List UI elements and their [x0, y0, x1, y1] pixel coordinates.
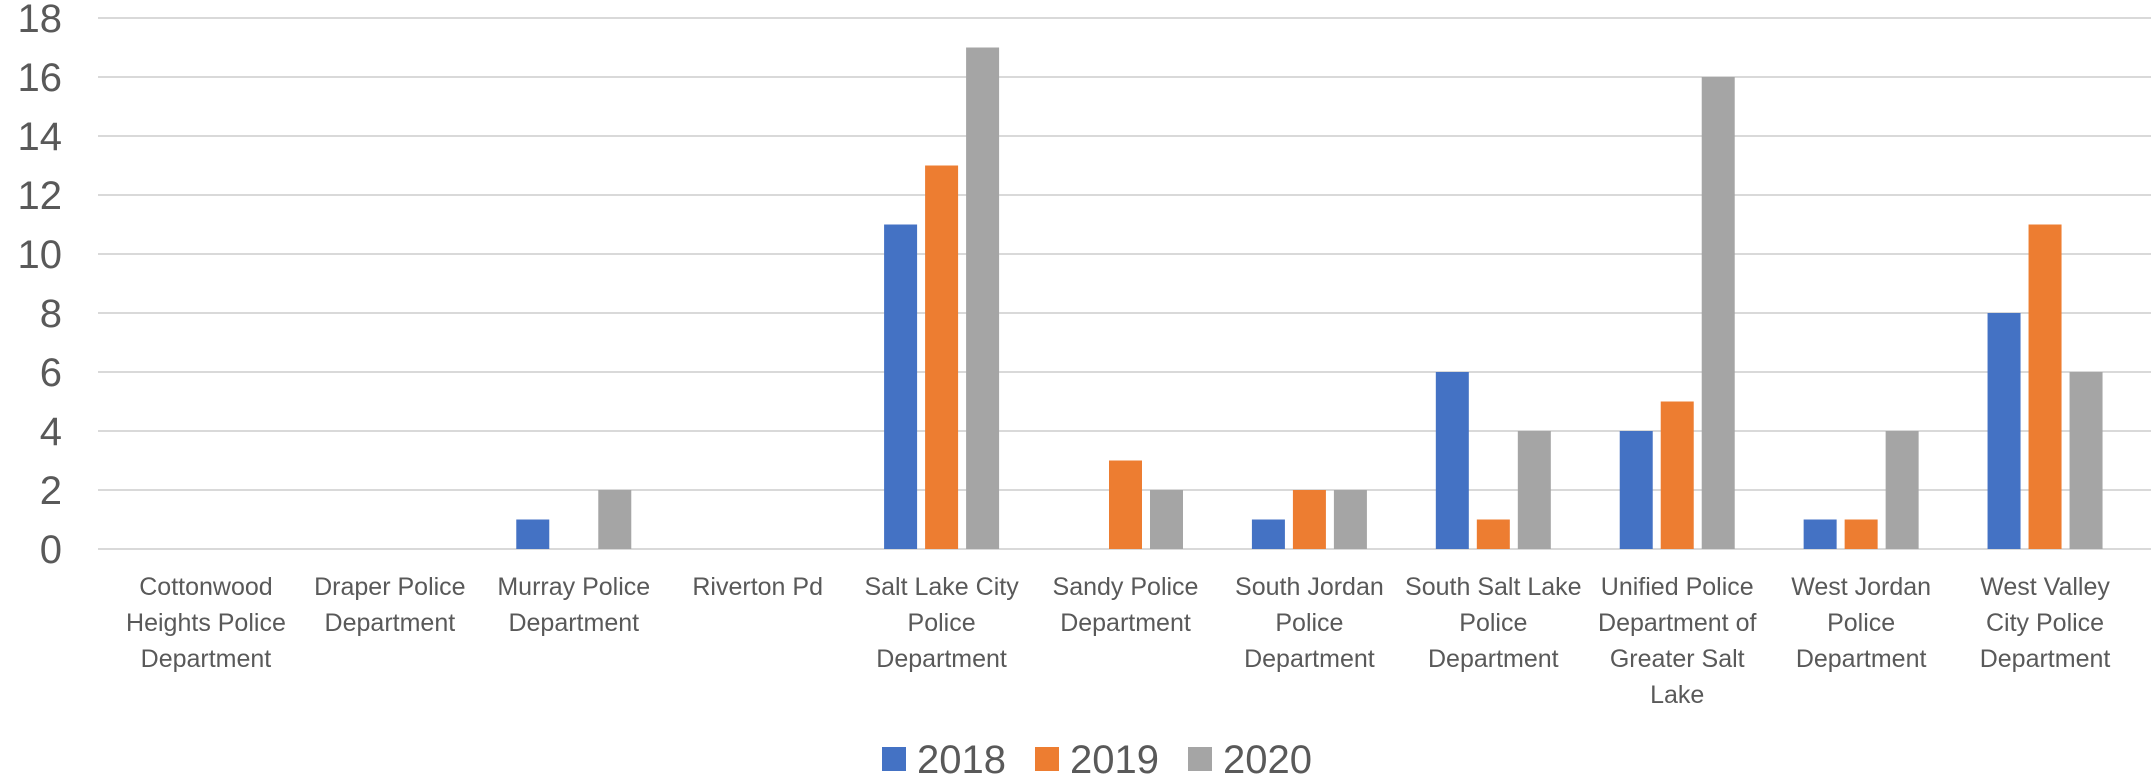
x-tick-label: South Salt Lake Police Department	[1405, 573, 1582, 673]
x-tick-label-line: City Police	[1986, 609, 2104, 637]
x-tick-label-line: Department	[876, 645, 1007, 673]
x-tick-label-line: South Jordan	[1235, 573, 1384, 601]
bar-2019	[2028, 224, 2062, 549]
legend: 2018 2019 2020	[882, 738, 1312, 782]
x-tick-label-line: Police	[1275, 609, 1343, 637]
x-tick-label-line: Department	[1244, 645, 1375, 673]
x-tick-label-line: Murray Police	[497, 573, 650, 601]
bar-2020	[2069, 372, 2103, 549]
x-tick-label-line: Sandy Police	[1053, 573, 1199, 601]
x-tick-label-line: Police	[908, 609, 976, 637]
legend-label: 2019	[1070, 738, 1159, 778]
y-tick-label: 14	[18, 115, 63, 159]
legend-swatch	[1188, 747, 1212, 771]
legend-label: 2020	[1223, 738, 1312, 778]
x-tick-label-line: Department	[1060, 609, 1191, 637]
bars	[516, 47, 2103, 549]
bar-2019	[1660, 401, 1694, 549]
x-tick-label-line: Department	[1796, 645, 1927, 673]
bar-2020	[1150, 490, 1183, 549]
legend-label: 2018	[917, 738, 1006, 778]
x-tick-label: Draper Police Department	[314, 573, 465, 637]
x-axis-ticks: Cottonwood Heights Police DepartmentDraper…	[126, 573, 2110, 709]
x-tick-label-line: Police	[1827, 609, 1895, 637]
x-tick-label-line: West Jordan	[1791, 573, 1931, 601]
x-tick-label-line: Cottonwood	[139, 573, 272, 601]
y-axis-ticks: 0 2 4 6 8 10 12 14 16 18	[18, 0, 63, 572]
bar-2020	[966, 47, 1000, 549]
bar-2018	[1619, 431, 1653, 549]
bar-2019	[1844, 519, 1878, 549]
bar-2020	[1701, 77, 1735, 549]
x-tick-label: Sandy Police Department	[1053, 573, 1199, 637]
y-tick-label: 0	[40, 528, 62, 572]
bar-2018	[1435, 372, 1469, 549]
x-tick-label-line: South Salt Lake	[1405, 573, 1582, 601]
x-tick-label: South Jordan Police Department	[1235, 573, 1384, 673]
x-tick-label-line: Department	[325, 609, 456, 637]
bar-2018	[1987, 313, 2021, 549]
x-tick-label: West Jordan Police Department	[1791, 573, 1931, 673]
x-tick-label-line: Greater Salt	[1610, 645, 1745, 673]
y-tick-label: 10	[18, 233, 63, 277]
bar-2020	[1885, 431, 1919, 549]
y-tick-label: 8	[40, 292, 62, 336]
x-tick-label-line: Department	[508, 609, 639, 637]
bar-2019	[925, 165, 959, 549]
legend-swatch	[1035, 747, 1059, 771]
x-tick-label: Salt Lake City Police Department	[864, 573, 1019, 673]
x-tick-label-line: Department of	[1598, 609, 1756, 637]
legend-item-2018: 2018	[882, 738, 1006, 782]
bar-2018	[1251, 519, 1285, 549]
x-tick-label-line: Lake	[1650, 681, 1704, 709]
bar-2020	[598, 490, 632, 549]
x-tick-label-line: Salt Lake City	[864, 573, 1019, 601]
bar-2018	[516, 519, 550, 549]
x-tick-label-line: Draper Police	[314, 573, 465, 601]
x-tick-label-line: West Valley	[1980, 573, 2110, 601]
y-tick-label: 2	[40, 469, 62, 513]
x-tick-label-line: Department	[1980, 645, 2111, 673]
y-tick-label: 4	[40, 410, 62, 454]
bar-2018	[1803, 519, 1837, 549]
y-tick-label: 6	[40, 351, 62, 395]
x-tick-label: Murray Police Department	[497, 573, 650, 637]
y-tick-label: 12	[18, 174, 63, 218]
x-tick-label-line: Police	[1459, 609, 1527, 637]
x-tick-label: Unified Police Department of Greater Salt L…	[1598, 573, 1756, 709]
x-tick-label: Cottonwood Heights Police Department	[126, 573, 286, 673]
bar-2018	[884, 224, 918, 549]
legend-swatch	[882, 747, 906, 771]
y-tick-label: 18	[18, 0, 63, 41]
bar-2019	[1292, 490, 1326, 549]
bar-2020	[1333, 490, 1367, 549]
legend-item-2020: 2020	[1188, 738, 1312, 782]
legend-item-2019: 2019	[1035, 738, 1159, 782]
x-tick-label: Riverton Pd	[692, 573, 823, 601]
x-tick-label-line: Department	[1428, 645, 1559, 673]
bar-2020	[1517, 431, 1551, 549]
gridlines	[98, 17, 2151, 550]
x-tick-label-line: Unified Police	[1601, 573, 1754, 601]
x-tick-label: West Valley City Police Department	[1980, 573, 2111, 673]
y-tick-label: 16	[18, 56, 63, 100]
bar-2019	[1109, 460, 1142, 549]
bar-2019	[1476, 519, 1510, 549]
x-tick-label-line: Heights Police	[126, 609, 286, 637]
x-tick-label-line: Riverton Pd	[692, 573, 823, 601]
x-tick-label-line: Department	[141, 645, 272, 673]
